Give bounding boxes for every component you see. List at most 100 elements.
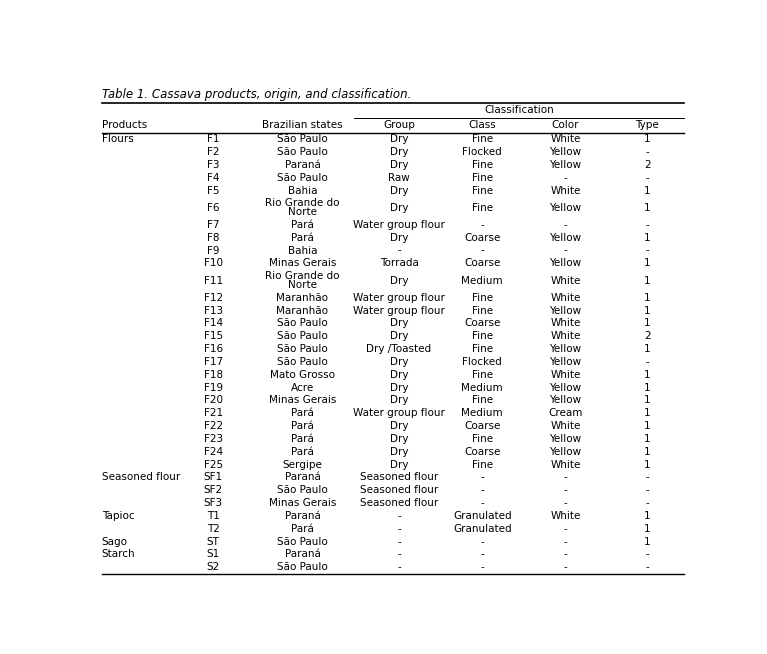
Text: S2: S2	[206, 562, 220, 572]
Text: -: -	[645, 498, 649, 508]
Text: -: -	[480, 472, 484, 483]
Text: 1: 1	[644, 383, 650, 392]
Text: Dry: Dry	[390, 318, 408, 328]
Text: 1: 1	[644, 524, 650, 534]
Text: 1: 1	[644, 186, 650, 196]
Text: -: -	[645, 173, 649, 183]
Text: Flocked: Flocked	[463, 357, 502, 367]
Text: F14: F14	[204, 318, 223, 328]
Text: Pará: Pará	[291, 447, 314, 456]
Text: Brazilian states: Brazilian states	[262, 120, 343, 130]
Text: F6: F6	[207, 203, 219, 213]
Text: Bahia: Bahia	[288, 246, 318, 256]
Text: Fine: Fine	[472, 344, 493, 354]
Text: Paraná: Paraná	[285, 472, 321, 483]
Text: 1: 1	[644, 460, 650, 470]
Text: -: -	[645, 147, 649, 157]
Text: F1: F1	[207, 134, 219, 145]
Text: Group: Group	[383, 120, 415, 130]
Text: -: -	[645, 472, 649, 483]
Text: Yellow: Yellow	[549, 357, 581, 367]
Text: Maranhão: Maranhão	[276, 305, 328, 315]
Text: Pará: Pará	[291, 434, 314, 444]
Text: SF1: SF1	[204, 472, 223, 483]
Text: Starch: Starch	[102, 549, 136, 559]
Text: F18: F18	[204, 370, 223, 380]
Text: Medium: Medium	[462, 275, 503, 286]
Text: -: -	[645, 220, 649, 230]
Text: -: -	[645, 485, 649, 495]
Text: Water group flour: Water group flour	[353, 305, 445, 315]
Text: São Paulo: São Paulo	[277, 134, 328, 145]
Text: White: White	[550, 460, 581, 470]
Text: -: -	[564, 537, 568, 547]
Text: Granulated: Granulated	[453, 524, 512, 534]
Text: F13: F13	[204, 305, 223, 315]
Text: 1: 1	[644, 134, 650, 145]
Text: Dry /Toasted: Dry /Toasted	[367, 344, 432, 354]
Text: Rio Grande do: Rio Grande do	[265, 198, 340, 208]
Text: White: White	[550, 511, 581, 521]
Text: Pará: Pará	[291, 421, 314, 431]
Text: Yellow: Yellow	[549, 305, 581, 315]
Text: 1: 1	[644, 370, 650, 380]
Text: Flocked: Flocked	[463, 147, 502, 157]
Text: Water group flour: Water group flour	[353, 292, 445, 303]
Text: Classification: Classification	[485, 105, 555, 115]
Text: São Paulo: São Paulo	[277, 331, 328, 341]
Text: Dry: Dry	[390, 434, 408, 444]
Text: Coarse: Coarse	[464, 421, 500, 431]
Text: Medium: Medium	[462, 408, 503, 419]
Text: Paraná: Paraná	[285, 549, 321, 559]
Text: F21: F21	[204, 408, 223, 419]
Text: Class: Class	[469, 120, 496, 130]
Text: Minas Gerais: Minas Gerais	[268, 498, 336, 508]
Text: White: White	[550, 331, 581, 341]
Text: Cream: Cream	[548, 408, 583, 419]
Text: Norte: Norte	[288, 281, 317, 290]
Text: Yellow: Yellow	[549, 447, 581, 456]
Text: -: -	[480, 220, 484, 230]
Text: T1: T1	[207, 511, 219, 521]
Text: Dry: Dry	[390, 233, 408, 243]
Text: Dry: Dry	[390, 186, 408, 196]
Text: Seasoned flour: Seasoned flour	[360, 472, 438, 483]
Text: 1: 1	[644, 203, 650, 213]
Text: Paraná: Paraná	[285, 511, 321, 521]
Text: F10: F10	[204, 258, 222, 268]
Text: White: White	[550, 134, 581, 145]
Text: Maranhão: Maranhão	[276, 292, 328, 303]
Text: F11: F11	[204, 275, 223, 286]
Text: -: -	[564, 246, 568, 256]
Text: 1: 1	[644, 408, 650, 419]
Text: Rio Grande do: Rio Grande do	[265, 271, 340, 281]
Text: -: -	[480, 537, 484, 547]
Text: Fine: Fine	[472, 460, 493, 470]
Text: Seasoned flour: Seasoned flour	[360, 485, 438, 495]
Text: São Paulo: São Paulo	[277, 562, 328, 572]
Text: Pará: Pará	[291, 524, 314, 534]
Text: Norte: Norte	[288, 207, 317, 218]
Text: Table 1. Cassava products, origin, and classification.: Table 1. Cassava products, origin, and c…	[102, 88, 411, 101]
Text: Dry: Dry	[390, 421, 408, 431]
Text: Dry: Dry	[390, 383, 408, 392]
Text: Water group flour: Water group flour	[353, 220, 445, 230]
Text: -: -	[480, 549, 484, 559]
Text: Flours: Flours	[102, 134, 133, 145]
Text: 1: 1	[644, 537, 650, 547]
Text: ST: ST	[207, 537, 219, 547]
Text: -: -	[397, 562, 401, 572]
Text: F2: F2	[207, 147, 219, 157]
Text: White: White	[550, 318, 581, 328]
Text: Coarse: Coarse	[464, 233, 500, 243]
Text: F25: F25	[204, 460, 223, 470]
Text: F5: F5	[207, 186, 219, 196]
Text: Coarse: Coarse	[464, 258, 500, 268]
Text: São Paulo: São Paulo	[277, 357, 328, 367]
Text: F9: F9	[207, 246, 219, 256]
Text: 1: 1	[644, 344, 650, 354]
Text: Minas Gerais: Minas Gerais	[268, 258, 336, 268]
Text: Seasoned flour: Seasoned flour	[102, 472, 180, 483]
Text: Sergipe: Sergipe	[282, 460, 322, 470]
Text: 2: 2	[644, 331, 650, 341]
